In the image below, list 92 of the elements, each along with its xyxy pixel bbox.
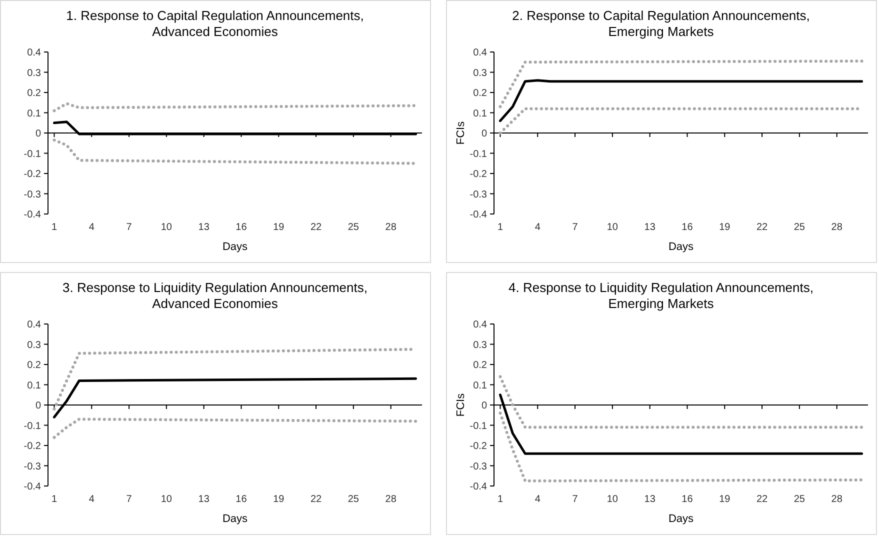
chart-title: 2. Response to Capital Regulation Announcements, Emerging Markets xyxy=(512,8,810,39)
x-tick-label: 7 xyxy=(572,222,578,233)
x-tick-label: 19 xyxy=(273,494,285,505)
line-series xyxy=(498,79,864,122)
y-tick-label: -0.2 xyxy=(470,169,488,180)
y-axis-title: FCIs xyxy=(455,120,467,145)
y-tick-label: 0 xyxy=(481,128,488,140)
x-tick-label: 7 xyxy=(126,494,132,505)
x-axis-title: Days xyxy=(222,241,248,253)
line-series xyxy=(498,60,864,108)
y-tick-label: 0.2 xyxy=(27,360,42,371)
y-tick-label: 0.1 xyxy=(27,108,42,120)
x-tick-label: 28 xyxy=(831,494,843,505)
x-tick-label: 19 xyxy=(719,494,731,505)
x-tick-label: 16 xyxy=(682,222,694,233)
y-tick-label: -0.2 xyxy=(24,169,42,180)
x-tick-label: 22 xyxy=(310,222,322,233)
x-tick-label: 19 xyxy=(273,222,285,233)
y-tick-label: -0.3 xyxy=(470,461,488,472)
y-tick-label: -0.1 xyxy=(470,148,488,160)
y-tick-label: 0.4 xyxy=(27,48,42,58)
x-tick-label: 10 xyxy=(606,222,618,233)
y-tick-label: -0.1 xyxy=(24,148,42,160)
x-tick-label: 13 xyxy=(644,222,656,233)
y-tick-label: 0.2 xyxy=(27,88,42,99)
y-tick-label: -0.2 xyxy=(470,441,488,452)
x-tick-label: 22 xyxy=(756,222,768,233)
y-tick-label: 0.3 xyxy=(27,68,42,79)
x-tick-label: 1 xyxy=(51,494,58,505)
chart-title: 3. Response to Liquidity Regulation Announcements, Advanced Economies xyxy=(62,280,368,311)
chart-title: 1. Response to Capital Regulation Announcements, Advanced Economies xyxy=(66,8,364,39)
x-tick-label: 1 xyxy=(51,222,58,233)
y-tick-label: 0.1 xyxy=(473,108,488,120)
y-tick-label: 0.3 xyxy=(473,68,488,79)
x-tick-label: 25 xyxy=(794,494,806,505)
y-tick-label: -0.3 xyxy=(24,189,42,200)
x-tick-label: 10 xyxy=(160,222,172,233)
x-tick-label: 10 xyxy=(606,494,618,505)
x-tick-label: 28 xyxy=(385,222,397,233)
x-tick-label: 13 xyxy=(198,222,210,233)
line-series xyxy=(52,102,418,112)
x-tick-label: 1 xyxy=(497,494,504,505)
x-tick-label: 28 xyxy=(385,494,397,505)
line-series xyxy=(498,412,864,482)
y-tick-label: 0.1 xyxy=(473,380,488,392)
y-tick-label: -0.3 xyxy=(24,461,42,472)
y-axis-title: FCIs xyxy=(455,392,467,417)
x-axis-title: Days xyxy=(668,241,694,253)
y-tick-label: 0 xyxy=(35,128,42,140)
y-tick-label: -0.3 xyxy=(470,189,488,200)
y-tick-label: -0.4 xyxy=(24,482,42,492)
x-tick-label: 13 xyxy=(644,494,656,505)
x-tick-label: 7 xyxy=(572,494,578,505)
x-tick-label: 4 xyxy=(88,494,95,505)
x-tick-label: 22 xyxy=(756,494,768,505)
x-tick-label: 1 xyxy=(497,222,504,233)
y-tick-label: -0.1 xyxy=(470,420,488,432)
y-tick-label: -0.1 xyxy=(24,420,42,432)
x-axis-title: Days xyxy=(222,513,248,525)
y-tick-label: 0.2 xyxy=(473,360,488,371)
x-tick-label: 16 xyxy=(236,494,248,505)
x-tick-label: 16 xyxy=(236,222,248,233)
y-tick-label: -0.2 xyxy=(24,441,42,452)
y-tick-label: 0.1 xyxy=(27,380,42,392)
x-tick-label: 25 xyxy=(794,222,806,233)
y-tick-label: 0.3 xyxy=(473,340,488,351)
x-tick-label: 4 xyxy=(534,494,541,505)
x-tick-label: 7 xyxy=(126,222,132,233)
y-tick-label: -0.4 xyxy=(24,210,42,220)
chart-title: 4. Response to Liquidity Regulation Announcements, Emerging Markets xyxy=(508,280,814,311)
y-tick-label: -0.4 xyxy=(470,482,488,492)
x-tick-label: 19 xyxy=(719,222,731,233)
y-tick-label: 0.4 xyxy=(473,320,488,330)
x-tick-label: 25 xyxy=(348,494,360,505)
y-tick-label: 0.4 xyxy=(27,320,42,330)
x-tick-label: 28 xyxy=(831,222,843,233)
y-tick-label: 0 xyxy=(35,400,42,412)
line-series xyxy=(52,418,418,439)
x-tick-label: 16 xyxy=(682,494,694,505)
x-axis-title: Days xyxy=(668,513,694,525)
x-tick-label: 22 xyxy=(310,494,322,505)
x-tick-label: 4 xyxy=(88,222,95,233)
line-series xyxy=(52,138,418,165)
x-tick-label: 10 xyxy=(160,494,172,505)
y-tick-label: 0.3 xyxy=(27,340,42,351)
y-tick-label: 0 xyxy=(481,400,488,412)
x-tick-label: 4 xyxy=(534,222,541,233)
y-tick-label: 0.4 xyxy=(473,48,488,58)
x-tick-label: 13 xyxy=(198,494,210,505)
y-tick-label: -0.4 xyxy=(470,210,488,220)
y-tick-label: 0.2 xyxy=(473,88,488,99)
x-tick-label: 25 xyxy=(348,222,360,233)
